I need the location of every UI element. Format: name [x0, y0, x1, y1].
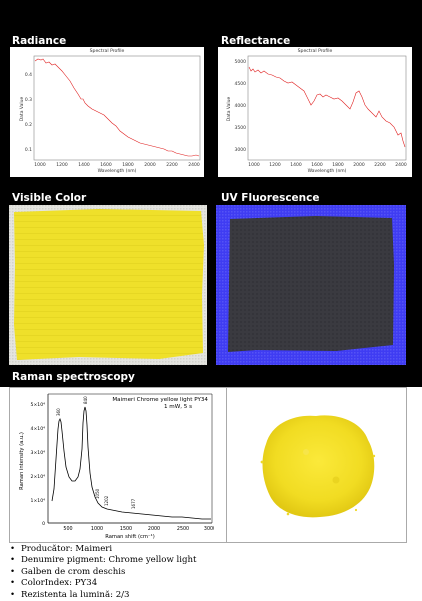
raman-peak-label: 1677 — [131, 498, 136, 509]
raman-xtick: 2000 — [148, 526, 160, 532]
raman-table — [9, 387, 407, 543]
radiance-ytick: 0.4 — [25, 72, 32, 78]
reflectance-xtick: 1000 — [248, 162, 260, 168]
raman-plot: 360 840 1050 1202 1677 Maimeri Chrome ye… — [12, 389, 214, 541]
radiance-ytick: 0.2 — [25, 122, 32, 128]
reflectance-spectrum-line — [248, 66, 406, 148]
radiance-xtick: 1200 — [56, 162, 68, 168]
raman-xtick: 1500 — [120, 526, 132, 532]
reflectance-xtick: 1800 — [332, 162, 344, 168]
radiance-xtick: 1400 — [78, 162, 90, 168]
color-index-item: ColorIndex: PY34 — [9, 578, 409, 590]
uv-fluorescence-image — [216, 205, 406, 365]
raman-plot-title: Maimeri Chrome yellow light PY34 — [112, 397, 208, 403]
reflectance-xtick: 2200 — [374, 162, 386, 168]
reflectance-xtick: 2000 — [353, 162, 365, 168]
reflectance-plot-svg: 5000 4500 4000 3500 3000 Data Value 1000… — [226, 55, 407, 174]
radiance-plot-title: Spectral Profile — [89, 49, 125, 54]
raman-peak-label: 840 — [83, 396, 88, 404]
raman-ytick: 2×10⁴ — [31, 474, 46, 480]
radiance-ytick: 0.1 — [25, 147, 32, 153]
raman-ytick: 0 — [42, 521, 45, 527]
reflectance-xtick: 2400 — [395, 162, 407, 168]
pigment-name-item: Denumire pigment: Chrome yellow light — [9, 555, 409, 567]
raman-xlabel: Raman shift (cm⁻¹) — [105, 534, 154, 540]
radiance-xtick: 1600 — [100, 162, 112, 168]
uv-swatch-svg — [216, 205, 406, 365]
raman-ytick: 5×10⁴ — [31, 402, 46, 408]
reflectance-ytick: 4500 — [235, 81, 247, 87]
radiance-xlabel: Wavelength (nm) — [98, 168, 137, 174]
visible-color-image — [9, 205, 207, 365]
radiance-ytick: 0.3 — [25, 97, 32, 103]
radiance-plot: Spectral Profile 0.4 0.3 0.2 0.1 Data Va… — [10, 47, 204, 177]
pigment-info-list: Producător: Maimeri Denumire pigment: Ch… — [9, 544, 409, 601]
lightfastness-item: Rezistenta la lumină: 2/3 — [9, 590, 409, 601]
raman-table-divider — [226, 388, 227, 542]
reflectance-plot: Spectral Profile 5000 4500 4000 3500 300… — [218, 47, 412, 177]
reflectance-ytick: 5000 — [235, 59, 247, 65]
pigment-powder-svg — [260, 415, 376, 518]
reflectance-ytick: 3000 — [235, 147, 247, 153]
reflectance-xtick: 1600 — [311, 162, 323, 168]
radiance-xtick: 2400 — [188, 162, 200, 168]
raman-peak-label: 1050 — [95, 488, 100, 499]
raman-ytick: 3×10⁴ — [31, 450, 46, 456]
raman-xtick: 3000 — [204, 526, 214, 532]
radiance-xtick: 2200 — [166, 162, 178, 168]
radiance-xtick: 2000 — [144, 162, 156, 168]
raman-ytick: 4×10⁴ — [31, 426, 46, 432]
pigment-powder-image — [226, 392, 406, 540]
top-black-bar — [0, 0, 422, 34]
raman-ylabel: Raman intensity (a.u.) — [19, 432, 25, 490]
raman-xtick: 500 — [63, 526, 72, 532]
raman-band — [0, 367, 422, 387]
raman-xtick: 1000 — [91, 526, 103, 532]
raman-plot-subtitle: 1 mW, 5 s — [164, 404, 192, 410]
yellow-paint-swatch — [14, 209, 204, 360]
raman-heading: Raman spectroscopy — [12, 371, 135, 383]
reflectance-xtick: 1200 — [269, 162, 281, 168]
reflectance-heading: Reflectance — [221, 35, 291, 47]
radiance-ylabel: Data Value — [19, 97, 25, 122]
reflectance-ytick: 4000 — [235, 103, 247, 109]
raman-peak-label: 360 — [56, 408, 61, 416]
reflectance-xlabel: Wavelength (nm) — [308, 168, 347, 174]
raman-plot-svg: 360 840 1050 1202 1677 Maimeri Chrome ye… — [19, 393, 214, 540]
powder-heap — [262, 415, 375, 518]
producer-item: Producător: Maimeri — [9, 544, 409, 556]
reflectance-ytick: 3500 — [235, 125, 247, 131]
reflectance-plot-title: Spectral Profile — [297, 49, 333, 54]
uv-fluorescence-heading: UV Fluorescence — [221, 192, 320, 204]
reflectance-ylabel: Data Value — [226, 97, 232, 122]
visible-swatch-svg — [9, 205, 207, 365]
raman-xtick: 2500 — [177, 526, 189, 532]
romanian-name-item: Galben de crom deschis — [9, 567, 409, 579]
raman-peak-label: 1202 — [104, 495, 109, 506]
radiance-spectrum-line — [34, 58, 200, 157]
radiance-xtick: 1000 — [34, 162, 46, 168]
reflectance-xtick: 1400 — [290, 162, 302, 168]
visible-color-heading: Visible Color — [12, 192, 87, 204]
dark-paint-swatch — [228, 216, 394, 352]
raman-spectrum-line — [51, 406, 211, 520]
radiance-heading: Radiance — [12, 35, 67, 47]
raman-ytick: 1×10⁴ — [31, 498, 46, 504]
radiance-xtick: 1800 — [122, 162, 134, 168]
radiance-plot-svg: 0.4 0.3 0.2 0.1 Data Value 1000 1200 140… — [19, 55, 201, 174]
